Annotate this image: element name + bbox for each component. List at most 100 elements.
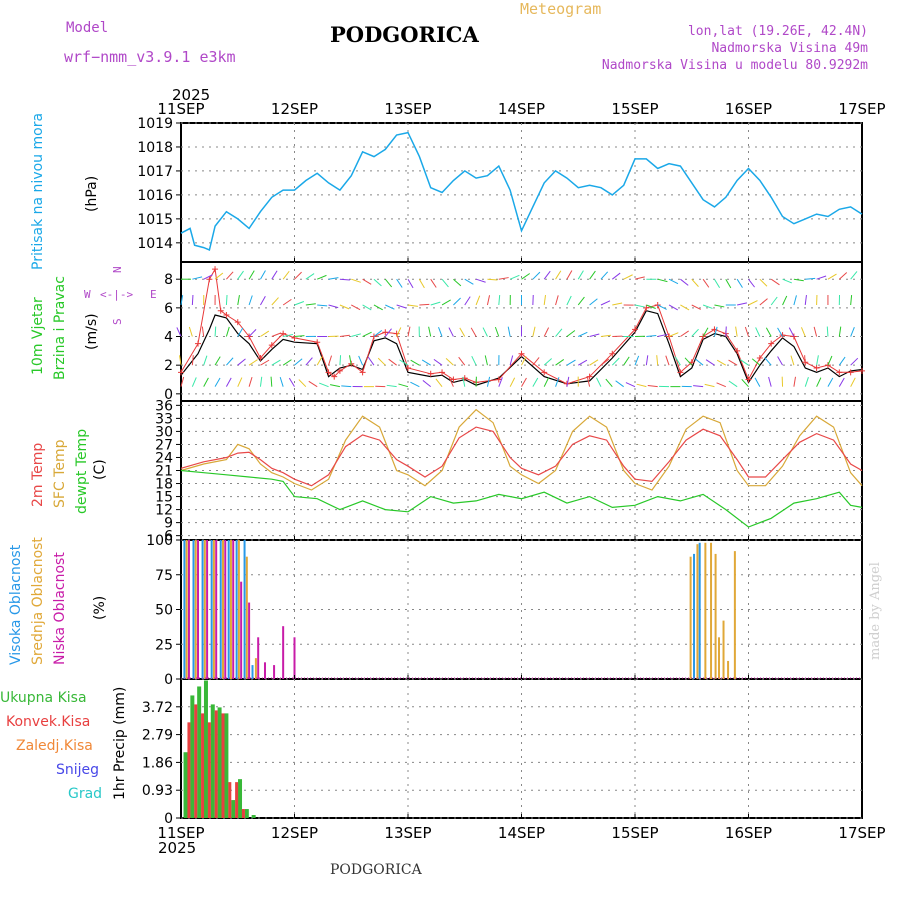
wind-arrow <box>704 383 715 388</box>
wind-arrow <box>577 270 584 280</box>
cloud-mid-bar <box>212 540 215 679</box>
wind-gust-marker <box>632 326 638 333</box>
wind-arrow <box>486 295 491 306</box>
date-label-bottom: 16SEP <box>725 824 772 842</box>
wind-arrow <box>744 326 749 337</box>
wind-gust-marker <box>609 350 616 357</box>
cloud-low-bar <box>215 540 218 679</box>
y-tick-label: 50 <box>155 603 173 619</box>
wind-arrow <box>282 270 290 280</box>
wind-arrow <box>566 376 570 387</box>
tempsfc-label: SFC Temp <box>52 439 68 508</box>
precip-conv-bar <box>201 713 205 818</box>
wind-arrow <box>782 295 788 306</box>
wind-arrow <box>339 278 350 281</box>
wind-arrow <box>226 271 234 280</box>
precip-total-bar <box>231 800 236 818</box>
cloud-mid-bar <box>710 542 713 679</box>
temp2m-line <box>180 426 863 487</box>
cloud-high-label: Visoka Oblacnost <box>8 544 24 665</box>
precip-total-bar <box>238 779 243 818</box>
y-tick-label: 0 <box>164 387 173 403</box>
wind-arrow <box>793 376 796 387</box>
wind-arrow <box>438 326 443 337</box>
wind-arrow <box>788 327 795 337</box>
date-label-bottom: 15SEP <box>611 824 658 842</box>
wind-arrow <box>623 356 630 366</box>
cloud-high-bar <box>698 542 701 679</box>
wind-arrow <box>433 358 443 366</box>
cloud-mid-bar <box>733 551 736 679</box>
wind-arrow <box>695 358 704 366</box>
wind-arrow <box>377 357 386 366</box>
model-name: wrf−nmm_v3.9.1 e3km <box>64 48 236 66</box>
wind-gust-marker <box>405 365 411 372</box>
wind-arrow <box>636 383 647 388</box>
wind-arrow <box>728 359 738 366</box>
wind-arrow <box>192 276 203 280</box>
wind-arrow <box>428 326 432 337</box>
wind-arrow <box>445 358 454 366</box>
precip-total-bar <box>197 686 202 818</box>
wind-arrow <box>665 355 670 366</box>
wind-arrow <box>816 275 827 280</box>
cloud-low-bar <box>257 637 260 679</box>
y-tick-label: 6 <box>164 301 173 317</box>
wind-arrow <box>680 330 689 337</box>
wind-arrow <box>358 355 364 366</box>
precip-total-bar <box>190 695 195 818</box>
wind-arrow <box>543 377 550 387</box>
wind-arrow <box>422 380 432 388</box>
wind-arrow <box>482 327 488 337</box>
cloud-high-bar <box>192 540 195 679</box>
wind-arrow <box>248 270 255 280</box>
wind-arrow <box>578 331 588 337</box>
wind-arrow <box>453 297 461 306</box>
wind-gust-marker <box>314 339 321 346</box>
wind-arrow <box>623 274 633 280</box>
wind-arrow <box>396 304 407 309</box>
wind-arrow <box>237 327 244 337</box>
wind-arrow <box>176 327 182 337</box>
wind-arrow <box>838 326 842 337</box>
wind-arrow <box>586 376 591 387</box>
footer-station: PODGORICA <box>330 862 422 878</box>
y-tick-label: 1019 <box>137 116 173 132</box>
wind-arrow <box>800 327 806 337</box>
wind-arrow <box>398 383 409 388</box>
wind-arrow <box>396 327 402 337</box>
hpa-label: (hPa) <box>84 176 100 212</box>
wind-arrow <box>589 270 596 280</box>
wind-arrow <box>410 359 420 366</box>
wind-arrow <box>349 355 352 366</box>
wind-arrow <box>827 273 837 280</box>
wind-arrow <box>421 359 431 366</box>
y-tick-label: 36 <box>155 398 173 414</box>
wind-gust-marker <box>178 369 184 376</box>
wind-arrow <box>305 357 313 366</box>
cloud-high-bar <box>227 540 230 679</box>
y-tick-label: 1015 <box>137 212 173 228</box>
cloud-low-bar <box>248 602 251 679</box>
wind-arrow <box>615 380 624 388</box>
cloud-mid-bar <box>221 540 224 679</box>
date-label-top: 11SEP <box>157 100 204 118</box>
wind-arrow <box>226 357 234 366</box>
wind-arrow <box>566 270 573 280</box>
precip-total-bar <box>183 752 188 818</box>
wind-arrow <box>362 331 372 337</box>
wind-arrow <box>691 304 701 310</box>
wind-arrow <box>294 335 305 338</box>
precip-total-label: Ukupna Kisa <box>0 690 87 706</box>
wind-gust-marker <box>643 304 650 311</box>
wind-arrow <box>668 304 678 311</box>
wind-arrow <box>471 355 477 366</box>
wind-gust-marker <box>768 340 775 347</box>
wind-arrow <box>657 304 667 310</box>
wind-arrow <box>328 355 333 366</box>
wind-gust-marker <box>280 330 287 337</box>
wind-arrow <box>188 326 193 337</box>
wind-arrow <box>748 300 758 306</box>
wind-arrow <box>657 333 668 338</box>
wind-arrow <box>237 377 243 387</box>
